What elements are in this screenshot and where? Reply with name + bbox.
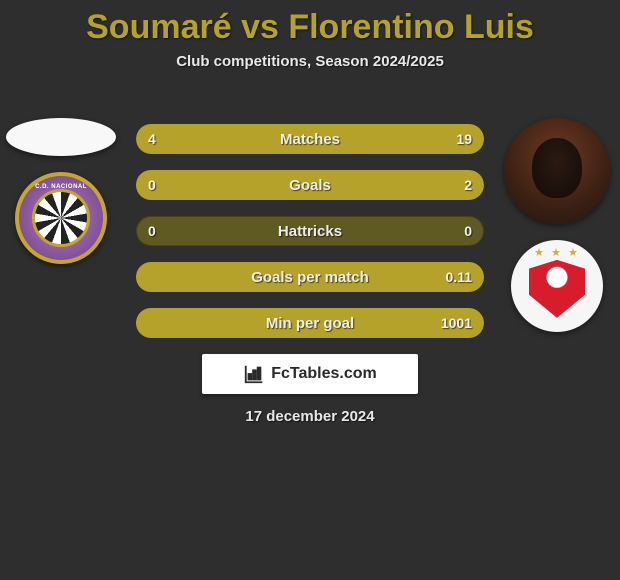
footer-date: 17 december 2024: [0, 408, 620, 425]
right-player-photo: [504, 118, 610, 224]
right-player-column: [502, 118, 612, 332]
stat-label: Matches: [136, 131, 484, 148]
stat-row: Hattricks0 0: [136, 216, 484, 246]
stat-label: Hattricks: [136, 223, 484, 240]
stat-label: Goals: [136, 177, 484, 194]
stat-value-right: 19: [456, 131, 472, 147]
stat-value-left: 0: [148, 223, 156, 239]
stat-value-right: 1001: [441, 315, 472, 331]
page-title: Soumaré vs Florentino Luis: [0, 0, 620, 47]
stat-value-left: 0: [148, 177, 156, 193]
stats-bars: Matches419Goals02Hattricks00Goals per ma…: [136, 124, 484, 354]
brand-badge: FcTables.com: [202, 354, 418, 394]
left-player-photo: [6, 118, 116, 156]
stat-value-left: 4: [148, 131, 156, 147]
stat-label: Goals per match: [136, 269, 484, 286]
chart-icon: [243, 363, 265, 385]
left-player-column: [6, 118, 116, 264]
subtitle: Club competitions, Season 2024/2025: [0, 53, 620, 70]
brand-text: FcTables.com: [271, 365, 377, 383]
stat-label: Min per goal: [136, 315, 484, 332]
left-club-logo: [15, 172, 107, 264]
stat-value-right: 0.11: [446, 269, 472, 285]
stat-row: Matches4 19: [136, 124, 484, 154]
stat-row: Goals0 2: [136, 170, 484, 200]
stat-row: Goals per match0.11: [136, 262, 484, 292]
stat-value-right: 2: [464, 177, 472, 193]
right-club-logo: [511, 240, 603, 332]
stat-row: Min per goal1001: [136, 308, 484, 338]
stat-value-right: 0: [464, 223, 472, 239]
